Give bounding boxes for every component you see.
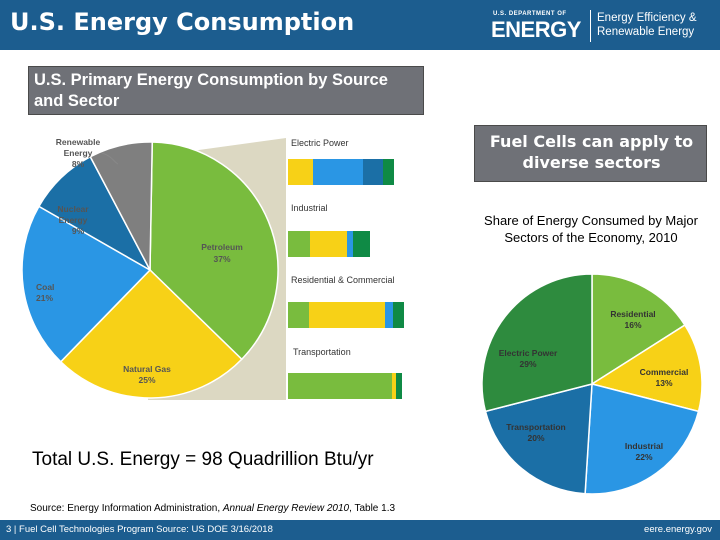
sector-labels: Electric Power Industrial Residential & … bbox=[291, 138, 395, 357]
subtitle-box: U.S. Primary Energy Consumption by Sourc… bbox=[28, 66, 424, 115]
bar-electric-power-nuclear-energy bbox=[363, 159, 383, 185]
label-pct: 22% bbox=[635, 452, 652, 462]
label-pct: 37% bbox=[213, 254, 230, 264]
label-name: Commercial bbox=[640, 367, 689, 377]
sector-label-residential-commercial: Residential & Commercial bbox=[291, 275, 395, 285]
bar-transportation-renewable-energy bbox=[396, 373, 402, 399]
subtitle-text: U.S. Primary Energy Consumption by Sourc… bbox=[34, 71, 388, 110]
share-slice-industrial bbox=[584, 383, 700, 495]
label-name: Residential bbox=[610, 309, 655, 319]
label-line-2: Energy bbox=[64, 148, 93, 158]
label-pct: 9% bbox=[72, 226, 85, 236]
source-citation: Source: Energy Information Administratio… bbox=[30, 502, 450, 518]
eere-logo-text: Energy Efficiency & Renewable Energy bbox=[597, 11, 697, 39]
bar-transportation-natural-gas bbox=[392, 373, 396, 399]
bar-residential-commercial-coal bbox=[385, 302, 393, 328]
slide-title: U.S. Energy Consumption bbox=[10, 8, 355, 36]
bar-electric-power-natural-gas bbox=[288, 159, 313, 185]
share-label-electric-power: Electric Power 29% bbox=[499, 348, 558, 369]
label-line-1: Nuclear bbox=[57, 204, 89, 214]
share-label-residential: Residential 16% bbox=[610, 309, 655, 330]
label-line-1: Coal bbox=[36, 282, 54, 292]
source-suffix: , Table 1.3 bbox=[349, 503, 396, 514]
bar-residential-commercial-natural-gas bbox=[309, 302, 385, 328]
eere-line-1: Energy Efficiency & bbox=[597, 12, 697, 24]
doe-energy-text: ENERGY bbox=[491, 17, 581, 42]
pie-label-renewable: Renewable Energy 8% bbox=[56, 137, 101, 169]
source-sector-chart: Renewable Energy 8% Nuclear Energy 9% Co… bbox=[21, 137, 404, 400]
sector-share-pie bbox=[481, 273, 703, 495]
source-pie-labels: Renewable Energy 8% Nuclear Energy 9% Co… bbox=[36, 137, 243, 385]
share-slice-commercial bbox=[590, 324, 703, 413]
bar-industrial-renewable-energy bbox=[353, 231, 370, 257]
bar-industrial-natural-gas bbox=[310, 231, 347, 257]
footer-bar: 3 | Fuel Cell Technologies Program Sourc… bbox=[0, 520, 720, 540]
source-pie bbox=[21, 141, 279, 399]
bar-residential-commercial-petroleum bbox=[288, 302, 309, 328]
share-label-transportation: Transportation 20% bbox=[506, 422, 566, 443]
source-prefix: Source: Energy Information Administratio… bbox=[30, 503, 223, 514]
share-slice-electric-power bbox=[481, 273, 593, 413]
footer-page-info: 3 | Fuel Cell Technologies Program Sourc… bbox=[6, 524, 273, 535]
total-energy-text: Total U.S. Energy = 98 Quadrillion Btu/y… bbox=[32, 449, 374, 470]
label-pct: 29% bbox=[519, 359, 536, 369]
label-line-1: Natural Gas bbox=[123, 364, 171, 374]
bar-residential-commercial-renewable-energy bbox=[393, 302, 404, 328]
sector-share-chart: Residential 16% Commercial 13% Industria… bbox=[481, 273, 703, 495]
share-label-industrial: Industrial 22% bbox=[625, 441, 663, 462]
label-pct: 25% bbox=[138, 375, 155, 385]
share-label-commercial: Commercial 13% bbox=[640, 367, 689, 388]
share-slice-transportation bbox=[484, 383, 593, 495]
sector-label-transportation: Transportation bbox=[293, 347, 351, 357]
share-chart-title: Share of Energy Consumed by Major Sector… bbox=[484, 213, 698, 245]
eere-line-2: Renewable Energy bbox=[597, 26, 695, 38]
header-bar: U.S. Energy Consumption U.S. DEPARTMENT … bbox=[0, 0, 720, 50]
bar-electric-power-coal bbox=[313, 159, 363, 185]
label-line-1: Petroleum bbox=[201, 242, 243, 252]
fuel-cells-text: Fuel Cells can apply to diverse sectors bbox=[489, 132, 694, 172]
logo-divider bbox=[590, 10, 591, 42]
sector-label-electric-power: Electric Power bbox=[291, 138, 349, 148]
slice-coal bbox=[21, 205, 152, 363]
bar-electric-power-renewable-energy bbox=[383, 159, 394, 185]
bar-transportation-petroleum bbox=[288, 373, 392, 399]
fuel-cells-callout: Fuel Cells can apply to diverse sectors bbox=[474, 125, 707, 182]
label-pct: 21% bbox=[36, 293, 53, 303]
slice-natural-gas bbox=[59, 268, 243, 399]
footer-website-link[interactable]: eere.energy.gov bbox=[644, 524, 712, 535]
slice-petroleum bbox=[149, 141, 279, 361]
label-pct: 16% bbox=[624, 320, 641, 330]
source-italic: Annual Energy Review 2010 bbox=[222, 503, 350, 514]
doe-department-text: U.S. DEPARTMENT OF bbox=[493, 11, 567, 17]
label-pct: 20% bbox=[527, 433, 544, 443]
label-name: Transportation bbox=[506, 422, 566, 432]
sector-share-labels: Residential 16% Commercial 13% Industria… bbox=[499, 309, 689, 462]
pie-label-natural-gas: Natural Gas 25% bbox=[123, 364, 171, 385]
label-line-1: Renewable bbox=[56, 137, 101, 147]
pie-label-coal: Coal 21% bbox=[36, 282, 54, 303]
label-name: Electric Power bbox=[499, 348, 558, 358]
sector-label-industrial: Industrial bbox=[291, 203, 328, 213]
pie-label-nuclear: Nuclear Energy 9% bbox=[57, 204, 89, 236]
share-slice-residential bbox=[591, 273, 686, 386]
slice-renewable-energy bbox=[89, 141, 153, 271]
pie-label-petroleum: Petroleum 37% bbox=[201, 242, 243, 264]
label-name: Industrial bbox=[625, 441, 663, 451]
bar-industrial-coal bbox=[347, 231, 353, 257]
label-pct: 8% bbox=[72, 159, 85, 169]
renewable-leader-line bbox=[101, 152, 119, 165]
sector-bars bbox=[288, 159, 404, 399]
label-pct: 13% bbox=[655, 378, 672, 388]
label-line-2: Energy bbox=[59, 215, 88, 225]
bar-industrial-petroleum bbox=[288, 231, 310, 257]
